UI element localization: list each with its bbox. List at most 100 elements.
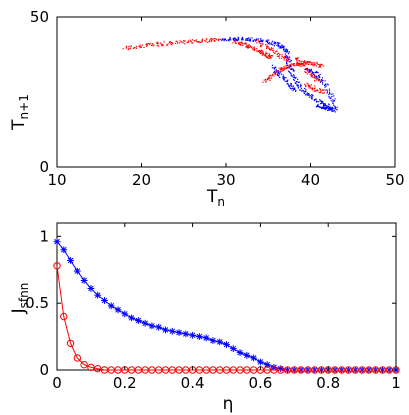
scatter-point bbox=[304, 61, 306, 63]
scatter-point bbox=[308, 69, 310, 71]
scatter-point bbox=[281, 45, 283, 47]
scatter-point bbox=[277, 69, 279, 72]
scatter-point bbox=[292, 89, 294, 92]
scatter-point bbox=[140, 45, 142, 48]
scatter-point bbox=[132, 47, 135, 49]
scatter-point bbox=[280, 68, 282, 70]
scatter-point bbox=[261, 50, 263, 52]
scatter-point bbox=[145, 43, 147, 45]
scatter-point bbox=[275, 50, 277, 53]
scatter-point bbox=[307, 83, 309, 85]
scatter-point bbox=[308, 69, 310, 72]
scatter-point bbox=[213, 40, 215, 42]
scatter-point bbox=[325, 106, 327, 109]
scatter-point bbox=[285, 48, 287, 50]
star-marker bbox=[243, 351, 251, 359]
circle-marker bbox=[93, 364, 102, 373]
scatter-point bbox=[276, 44, 278, 46]
scatter-point bbox=[184, 40, 186, 42]
scatter-point bbox=[289, 65, 291, 68]
scatter-point bbox=[309, 87, 311, 89]
scatter-point bbox=[332, 110, 334, 112]
scatter-point bbox=[245, 46, 247, 48]
scatter-point bbox=[259, 50, 261, 52]
scatter-point bbox=[327, 109, 329, 112]
scatter-point bbox=[308, 93, 310, 95]
scatter-point bbox=[295, 58, 297, 60]
scatter-point bbox=[320, 80, 323, 82]
scatter-point bbox=[235, 38, 237, 40]
scatter-point bbox=[239, 41, 241, 43]
scatter-point bbox=[325, 85, 327, 87]
scatter-point bbox=[260, 44, 262, 47]
scatter-point bbox=[160, 43, 162, 46]
scatter-point bbox=[195, 40, 198, 43]
scatter-point bbox=[318, 74, 320, 77]
scatter-point bbox=[289, 71, 291, 74]
scatter-point bbox=[285, 56, 287, 58]
scatter-point bbox=[262, 52, 265, 54]
star-marker bbox=[189, 331, 196, 339]
scatter-point bbox=[305, 72, 307, 74]
scatter-point bbox=[312, 95, 314, 97]
scatter-point bbox=[315, 77, 317, 79]
star-stroke bbox=[244, 352, 250, 359]
scatter-point bbox=[286, 51, 288, 53]
scatter-point bbox=[286, 66, 288, 69]
scatter-point bbox=[293, 65, 295, 67]
scatter-point bbox=[293, 87, 295, 89]
scatter-point bbox=[292, 78, 295, 81]
scatter-point bbox=[308, 71, 310, 73]
scatter-point bbox=[249, 39, 252, 41]
scatter-point bbox=[259, 51, 261, 53]
scatter-point bbox=[257, 51, 259, 53]
star-marker bbox=[94, 291, 102, 299]
scatter-point bbox=[284, 67, 286, 69]
star-marker bbox=[209, 337, 217, 344]
star-stroke bbox=[74, 268, 81, 274]
scatter-point bbox=[233, 40, 235, 42]
scatter-point bbox=[329, 92, 331, 95]
scatter-point bbox=[299, 89, 301, 91]
scatter-point bbox=[321, 79, 323, 81]
scatter-point bbox=[290, 84, 292, 86]
circle-marker bbox=[80, 360, 88, 369]
scatter-point bbox=[321, 101, 323, 103]
scatter-point bbox=[283, 76, 285, 78]
scatter-point bbox=[284, 50, 286, 53]
scatter-point bbox=[323, 84, 326, 86]
scatter-point bbox=[246, 37, 248, 40]
scatter-point bbox=[316, 89, 318, 91]
scatter-point bbox=[304, 90, 307, 92]
scatter-point bbox=[320, 106, 322, 108]
scatter-point bbox=[317, 90, 319, 92]
scatter-point bbox=[315, 75, 317, 77]
scatter-point bbox=[316, 61, 318, 64]
scatter-point bbox=[300, 60, 302, 62]
scatter-point bbox=[262, 51, 264, 53]
scatter-point bbox=[332, 93, 334, 95]
scatter-point bbox=[278, 45, 280, 47]
scatter-point bbox=[146, 43, 148, 46]
scatter-point bbox=[275, 72, 277, 74]
scatter-point bbox=[172, 43, 174, 45]
scatter-point bbox=[308, 96, 311, 98]
scatter-point bbox=[275, 70, 277, 72]
scatter-point bbox=[183, 40, 185, 42]
scatter-point bbox=[265, 51, 267, 53]
scatter-point bbox=[270, 57, 272, 59]
star-marker bbox=[250, 354, 258, 362]
scatter-point bbox=[293, 79, 295, 81]
scatter-point bbox=[328, 109, 330, 111]
scatter-point bbox=[248, 46, 250, 49]
scatter-point bbox=[322, 106, 325, 108]
star-stroke bbox=[162, 327, 169, 333]
scatter-point bbox=[288, 85, 290, 87]
circle-marker bbox=[73, 354, 82, 362]
scatter-point bbox=[243, 43, 245, 45]
scatter-point bbox=[283, 56, 286, 58]
scatter-point bbox=[290, 67, 292, 69]
scatter-point bbox=[314, 85, 316, 87]
x-tick-label: 0.8 bbox=[316, 374, 340, 392]
scatter-point bbox=[135, 47, 137, 50]
